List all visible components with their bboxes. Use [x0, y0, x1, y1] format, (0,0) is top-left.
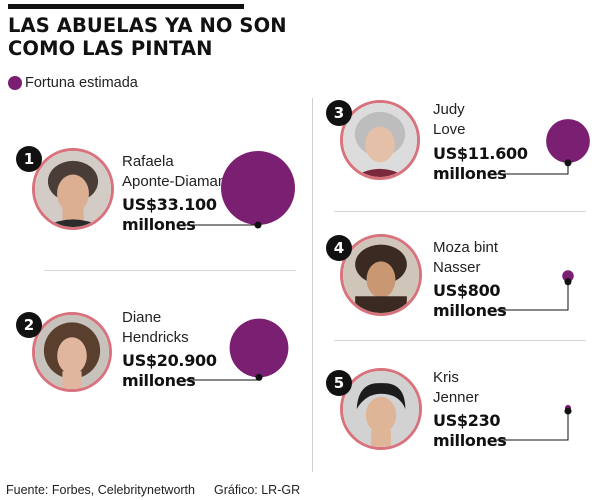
fortune-amount: US$11.600 [433, 144, 528, 163]
column-divider [312, 98, 313, 472]
title-line-2: COMO LAS PINTAN [8, 37, 213, 60]
portrait-photo [32, 148, 114, 230]
fortune-bubble-2 [229, 318, 289, 378]
fortune-amount: US$230 [433, 411, 501, 430]
bubble-group-5 [497, 404, 572, 441]
fortune-bubble-3 [546, 119, 590, 163]
fortune-bubble-5 [564, 404, 572, 412]
person-name-line-2: Jenner [433, 389, 479, 406]
legend-swatch [8, 76, 22, 90]
row-divider-right-1 [334, 211, 586, 212]
portrait-photo [340, 100, 420, 180]
source-note: Fuente: Forbes, Celebritynetworth [6, 483, 195, 497]
rank-badge: 4 [326, 235, 352, 261]
fortune-unit: millones [122, 215, 196, 234]
person-name-line-2: Nasser [433, 259, 481, 276]
fortune-unit: millones [122, 371, 196, 390]
portrait-photo [340, 368, 422, 450]
fortune-unit: millones [433, 301, 507, 320]
bubble-group-2 [185, 318, 289, 381]
person-name-line-2: Aponte-Diamant [122, 173, 231, 190]
rank-badge: 2 [16, 312, 42, 338]
rank-badge: 5 [326, 370, 352, 396]
fortune-bubble-4 [562, 270, 574, 282]
fortune-amount: US$800 [433, 281, 501, 300]
title-bar [8, 4, 244, 9]
leader-line-3 [497, 162, 569, 175]
row-divider-right-2 [334, 340, 586, 341]
leader-line-5 [497, 411, 569, 441]
portrait-photo [340, 234, 422, 316]
legend: Fortuna estimada [8, 75, 138, 91]
person-name-line-1: Rafaela [122, 153, 174, 170]
row-divider-left [44, 270, 296, 271]
anchor-dot-3 [564, 159, 572, 167]
anchor-dot-2 [255, 373, 263, 381]
person-name-line-1: Moza bint [433, 239, 499, 256]
anchor-dot-4 [564, 278, 572, 286]
person-name-line-2: Hendricks [122, 329, 189, 346]
anchor-dot-1 [254, 221, 262, 229]
fortune-unit: millones [433, 164, 507, 183]
portrait-photo [32, 312, 112, 392]
credit-note: Gráfico: LR-GR [214, 483, 301, 497]
rank-badge: 3 [326, 100, 352, 126]
bubble-group-4 [497, 270, 574, 311]
chart-title: LAS ABUELAS YA NO SON COMO LAS PINTAN [8, 14, 287, 60]
anchor-dot-5 [564, 407, 572, 415]
person-name-line-1: Kris [433, 369, 459, 386]
person-name-line-1: Judy [433, 101, 465, 118]
fortune-unit: millones [433, 431, 507, 450]
legend-label: Fortuna estimada [25, 75, 138, 91]
leader-line-4 [497, 281, 569, 311]
fortune-amount: US$33.100 [122, 195, 217, 214]
person-name-line-2: Love [433, 121, 466, 138]
fortune-amount: US$20.900 [122, 351, 217, 370]
leader-line-2 [185, 377, 260, 381]
rank-badge: 1 [16, 146, 42, 172]
title-line-1: LAS ABUELAS YA NO SON [8, 14, 287, 37]
fortune-bubble-1 [221, 151, 295, 225]
person-name-line-1: Diane [122, 309, 162, 326]
